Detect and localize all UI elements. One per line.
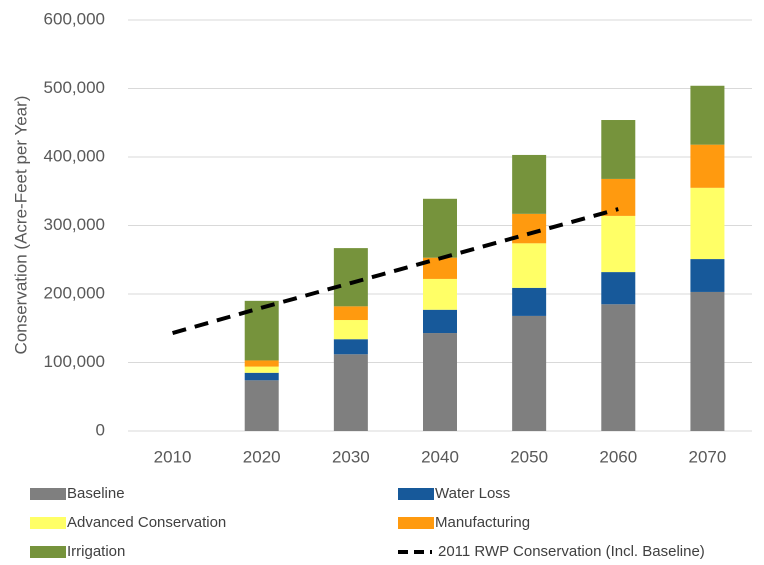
x-tick-label: 2030	[332, 447, 370, 466]
legend-label: Baseline	[67, 485, 125, 502]
bar-segment	[333, 354, 368, 431]
y-tick-label: 200,000	[44, 283, 105, 302]
bar-segment	[423, 333, 457, 431]
y-axis-label: Conservation (Acre-Feet per Year)	[11, 96, 30, 355]
legend-swatch	[30, 517, 66, 529]
bar-segment	[690, 144, 725, 188]
y-tick-label: 0	[96, 420, 105, 439]
bar-segment	[512, 315, 547, 431]
bar-segment	[601, 215, 636, 273]
y-tick-label: 300,000	[44, 215, 105, 234]
bar-segment	[423, 257, 457, 279]
legend-swatch	[30, 488, 66, 500]
y-tick-label: 500,000	[44, 78, 105, 97]
bar-segment	[512, 243, 547, 288]
bar-segment	[601, 304, 636, 431]
bar-segment	[244, 380, 279, 431]
bar-segment	[512, 154, 547, 214]
bar-segment	[690, 187, 725, 260]
legend-swatch	[398, 517, 434, 529]
line-series	[172, 207, 619, 335]
bar-segment	[690, 291, 725, 431]
bar-segment	[423, 278, 457, 310]
y-tick-label: 100,000	[44, 352, 105, 371]
bar-segment	[423, 309, 457, 334]
bar-segment	[512, 287, 547, 316]
bar-segment	[423, 198, 457, 258]
x-tick-label: 2070	[689, 447, 727, 466]
bar-segment	[244, 372, 279, 381]
legend-label: Water Loss	[435, 485, 510, 502]
x-tick-label: 2050	[510, 447, 548, 466]
bar-segment	[601, 272, 636, 305]
legend-swatch	[30, 546, 66, 558]
bar-segment	[601, 120, 636, 179]
bar-segment	[333, 248, 368, 307]
bar-segment	[333, 320, 368, 340]
bar-segment	[690, 259, 725, 292]
bar-segment	[333, 339, 368, 355]
legend-label: Manufacturing	[435, 514, 530, 531]
bar-segment	[333, 306, 368, 321]
x-tick-label: 2040	[421, 447, 459, 466]
bar-segment	[244, 366, 279, 373]
bar-segment	[690, 85, 725, 145]
x-tick-label: 2010	[154, 447, 192, 466]
y-tick-label: 400,000	[44, 146, 105, 165]
y-tick-label: 600,000	[44, 9, 105, 28]
legend-label: 2011 RWP Conservation (Incl. Baseline)	[438, 543, 705, 560]
x-tick-label: 2020	[243, 447, 281, 466]
x-tick-label: 2060	[599, 447, 637, 466]
legend-label: Irrigation	[67, 543, 125, 560]
legend-label: Advanced Conservation	[67, 514, 226, 531]
bar-segment	[244, 360, 279, 367]
legend-swatch	[398, 488, 434, 500]
